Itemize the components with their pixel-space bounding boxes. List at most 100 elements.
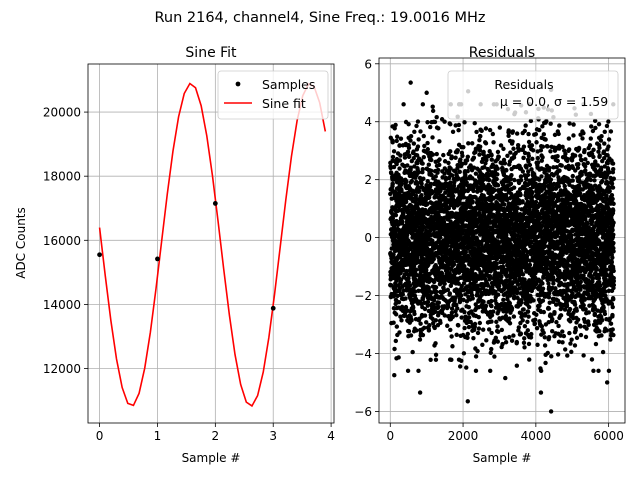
residual-point	[538, 148, 544, 153]
residual-point	[409, 178, 415, 184]
residual-point	[471, 188, 476, 194]
residual-point	[419, 181, 424, 186]
residual-point	[405, 149, 411, 154]
residual-point	[477, 147, 483, 153]
residual-point	[465, 268, 470, 273]
residual-point	[454, 312, 459, 318]
residual-point	[397, 166, 402, 171]
residual-point	[456, 176, 461, 181]
residual-point	[460, 153, 465, 158]
residual-point	[448, 149, 453, 154]
residual-point	[425, 178, 430, 184]
residual-point	[470, 199, 475, 204]
residual-point	[553, 302, 559, 307]
residual-point	[394, 324, 400, 329]
residual-point	[540, 144, 546, 149]
residual-point	[518, 178, 524, 183]
residual-point	[399, 318, 404, 323]
residual-point	[543, 360, 548, 366]
residual-point	[408, 138, 413, 143]
residual-point	[424, 271, 430, 276]
residual-point	[487, 127, 493, 133]
residual-point	[462, 309, 467, 315]
residual-point	[525, 319, 530, 324]
residual-point	[401, 211, 406, 216]
residual-point	[465, 331, 470, 337]
residual-point	[508, 181, 514, 186]
residual-point	[499, 327, 505, 333]
residual-point	[476, 210, 482, 216]
residual-point	[521, 144, 527, 149]
residual-point	[456, 281, 461, 286]
residual-point	[505, 153, 510, 158]
residual-point	[552, 310, 557, 315]
residual-point	[428, 181, 433, 187]
figure-suptitle: Run 2164, channel4, Sine Freq.: 19.0016 …	[154, 10, 485, 26]
residual-point	[510, 129, 516, 134]
residual-point	[433, 174, 438, 179]
residual-point	[551, 277, 556, 283]
residual-point	[563, 347, 568, 352]
residual-point	[525, 309, 531, 314]
residual-point	[433, 318, 439, 323]
residual-point	[455, 162, 460, 168]
residual-point	[560, 340, 565, 345]
residual-point	[434, 114, 439, 120]
residual-point	[420, 166, 425, 172]
residual-point	[480, 327, 486, 332]
residual-point	[414, 123, 419, 129]
residual-point	[534, 140, 539, 145]
residual-point	[535, 160, 541, 165]
residual-point	[425, 120, 430, 125]
residual-point	[463, 176, 469, 182]
residual-point	[542, 184, 547, 190]
residual-point	[466, 141, 471, 146]
residual-point	[415, 144, 421, 149]
residual-point	[430, 108, 436, 114]
residual-point	[460, 231, 465, 236]
residual-point	[471, 165, 477, 170]
residual-point	[522, 336, 527, 341]
residual-point	[524, 165, 529, 170]
residual-point	[509, 306, 515, 311]
residual-point	[459, 358, 464, 363]
residual-point	[541, 309, 547, 315]
residual-point	[552, 132, 558, 138]
residual-point	[436, 213, 441, 218]
residual-point	[509, 172, 514, 178]
residual-point	[461, 351, 467, 356]
residual-point	[526, 131, 531, 137]
residual-point	[567, 330, 572, 336]
residual-point	[409, 318, 414, 323]
residual-point	[542, 343, 548, 348]
residual-point	[401, 208, 406, 213]
residual-point	[543, 137, 548, 142]
residual-point	[390, 181, 395, 187]
residual-point	[454, 302, 459, 308]
residual-point	[411, 149, 416, 154]
residual-point	[476, 315, 481, 320]
residual-point	[421, 133, 426, 139]
residual-point	[477, 138, 482, 143]
residual-point	[507, 316, 512, 321]
residual-point	[551, 281, 556, 286]
sample-point	[212, 201, 218, 206]
residual-point	[481, 177, 486, 182]
residual-point	[496, 329, 501, 334]
residual-point	[474, 129, 479, 135]
residual-point	[420, 102, 426, 107]
residual-point	[464, 158, 470, 163]
residual-point	[484, 157, 489, 163]
residual-point	[466, 315, 472, 320]
residual-point	[519, 314, 524, 320]
residual-point	[527, 258, 533, 263]
residual-point	[524, 290, 530, 296]
residual-point	[422, 313, 428, 318]
residual-point	[511, 280, 516, 285]
sine-fit-line	[98, 82, 327, 408]
residual-point	[558, 333, 563, 338]
residual-point	[437, 157, 442, 162]
residual-point	[447, 270, 452, 276]
residual-point	[520, 318, 525, 323]
residual-point	[466, 304, 472, 310]
